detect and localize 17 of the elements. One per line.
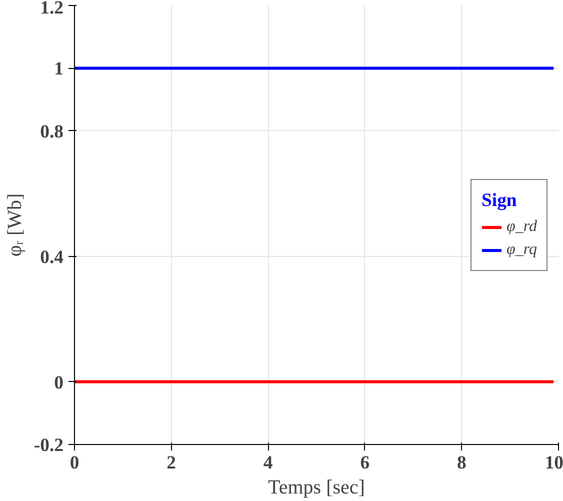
legend-label: φ_rq — [506, 240, 537, 258]
y-tick-label: 0.4 — [40, 246, 64, 268]
y-tick-label: -0.2 — [34, 435, 64, 456]
y-tick-label: 0.8 — [40, 121, 64, 142]
y-tick-label: 1.2 — [40, 0, 64, 18]
x-tick-label: 0 — [70, 452, 80, 474]
x-tick-label: 4 — [263, 452, 273, 474]
y-tick-label: 0 — [54, 372, 64, 394]
x-tick-label: 2 — [166, 452, 176, 474]
x-tick-label: 6 — [360, 452, 370, 474]
x-tick-label: 8 — [457, 452, 466, 474]
x-tick-label: 10 — [544, 452, 563, 474]
y-axis-title: φᵣ [Wb] — [4, 193, 26, 257]
legend-label: φ_rd — [506, 218, 537, 236]
legend-title: Sign — [482, 190, 518, 212]
y-tick-label: 1 — [54, 58, 64, 80]
x-axis-title: Temps [sec] — [268, 476, 365, 498]
